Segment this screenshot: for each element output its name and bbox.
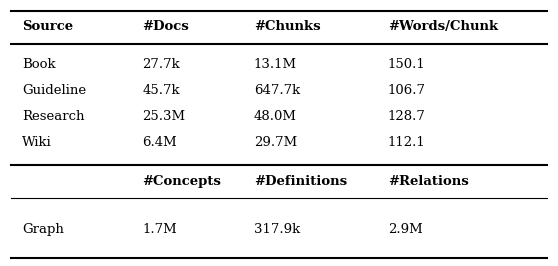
Text: Wiki: Wiki xyxy=(22,136,52,149)
Text: 1.7M: 1.7M xyxy=(142,223,177,236)
Text: #Concepts: #Concepts xyxy=(142,175,221,188)
Text: 2.9M: 2.9M xyxy=(388,223,422,236)
Text: 150.1: 150.1 xyxy=(388,58,426,71)
Text: 128.7: 128.7 xyxy=(388,110,426,123)
Text: 6.4M: 6.4M xyxy=(142,136,177,149)
Text: 48.0M: 48.0M xyxy=(254,110,297,123)
Text: 29.7M: 29.7M xyxy=(254,136,297,149)
Text: Guideline: Guideline xyxy=(22,84,86,97)
Text: #Chunks: #Chunks xyxy=(254,20,320,33)
Text: 106.7: 106.7 xyxy=(388,84,426,97)
Text: 25.3M: 25.3M xyxy=(142,110,185,123)
Text: 27.7k: 27.7k xyxy=(142,58,180,71)
Text: Research: Research xyxy=(22,110,85,123)
Text: 13.1M: 13.1M xyxy=(254,58,297,71)
Text: Book: Book xyxy=(22,58,56,71)
Text: #Docs: #Docs xyxy=(142,20,189,33)
Text: 647.7k: 647.7k xyxy=(254,84,300,97)
Text: Source: Source xyxy=(22,20,74,33)
Text: 45.7k: 45.7k xyxy=(142,84,180,97)
Text: 317.9k: 317.9k xyxy=(254,223,300,236)
Text: #Words/Chunk: #Words/Chunk xyxy=(388,20,498,33)
Text: #Definitions: #Definitions xyxy=(254,175,347,188)
Text: 112.1: 112.1 xyxy=(388,136,426,149)
Text: Graph: Graph xyxy=(22,223,64,236)
Text: #Relations: #Relations xyxy=(388,175,469,188)
